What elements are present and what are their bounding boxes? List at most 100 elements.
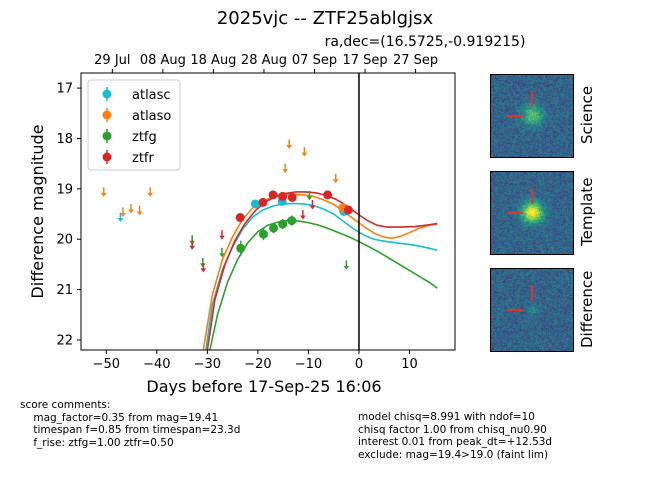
- top-tick-label: 29 Jul: [94, 53, 130, 68]
- detection-point: [258, 229, 268, 239]
- detection-ztfr: [235, 213, 245, 223]
- model-comments: model chisq=8.991 with ndof=10 chisq fac…: [358, 411, 553, 461]
- legend-label: atlaso: [132, 109, 171, 124]
- detection-point: [343, 205, 353, 215]
- detection-ztfg: [236, 240, 246, 256]
- top-tick-label: 17 Sep: [342, 53, 387, 68]
- top-tick-label: 18 Aug: [190, 53, 236, 68]
- detection-ztfg: [287, 215, 297, 226]
- legend-marker: [102, 131, 112, 141]
- detection-point: [250, 199, 260, 209]
- upper-limit-atlaso: [286, 139, 293, 150]
- upper-limit-head: [100, 192, 107, 197]
- upper-limit-ztfr: [219, 230, 225, 240]
- upper-limit-head: [306, 196, 313, 201]
- detection-ztfg: [258, 228, 268, 241]
- upper-limit-head: [200, 268, 207, 273]
- detection-point: [235, 213, 245, 223]
- cutout-label-difference: Difference: [578, 270, 596, 348]
- upper-limit-atlaso: [136, 205, 143, 216]
- upper-limit-head: [282, 169, 288, 174]
- detection-point: [323, 190, 333, 200]
- upper-limit-head: [117, 218, 124, 223]
- upper-limit-head: [286, 145, 293, 150]
- detection-point: [236, 243, 246, 253]
- x-tick-label: −50: [93, 357, 120, 372]
- detection-point: [269, 223, 279, 233]
- plot-marks: [100, 73, 438, 350]
- detection-ztfr: [268, 190, 278, 200]
- legend-marker: [102, 152, 112, 162]
- upper-limit-head: [309, 205, 316, 210]
- cutout-science: [490, 74, 574, 158]
- cutout-label-science: Science: [578, 85, 596, 144]
- legend-label: ztfg: [132, 130, 157, 145]
- upper-limit-head: [189, 245, 195, 250]
- y-tick-label: 18: [56, 132, 73, 147]
- upper-limit-ztfr: [300, 210, 306, 220]
- upper-limit-atlaso: [128, 203, 134, 214]
- y-tick-label: 20: [56, 233, 73, 248]
- x-tick-label: 0: [355, 357, 363, 372]
- top-tick-label: 28 Aug: [241, 53, 287, 68]
- upper-limit-ztfr: [189, 240, 195, 250]
- x-tick-label: −20: [244, 357, 271, 372]
- y-tick-label: 19: [56, 182, 73, 197]
- legend-entry-atlaso: atlaso: [102, 108, 171, 124]
- x-tick-label: −10: [295, 357, 322, 372]
- top-tick-label: 07 Sep: [292, 53, 337, 68]
- upper-limit-atlaso: [100, 187, 107, 197]
- legend-marker: [102, 89, 112, 99]
- legend-entry-ztfg: ztfg: [102, 129, 157, 145]
- detection-ztfr: [343, 205, 353, 215]
- top-tick-label: 08 Aug: [140, 53, 186, 68]
- model-curve-ztfg: [209, 219, 438, 350]
- upper-limit-head: [120, 213, 126, 217]
- detection-point: [278, 219, 288, 229]
- x-axis-label: Days before 17-Sep-25 16:06: [146, 377, 381, 396]
- detection-ztfg: [269, 223, 279, 234]
- chart-coordinates: ra,dec=(16.5725,-0.919215): [324, 34, 526, 50]
- upper-limit-atlaso: [147, 187, 154, 197]
- upper-limit-head: [136, 211, 143, 216]
- upper-limit-ztfr: [200, 262, 207, 273]
- legend-box: [87, 79, 181, 171]
- axes-frame: [80, 72, 456, 351]
- upper-limit-atlaso: [120, 207, 126, 217]
- upper-limit-head: [343, 265, 350, 270]
- legend-entry-ztfr: ztfr: [102, 150, 154, 166]
- upper-limit-atlaso: [282, 163, 288, 174]
- upper-limit-head: [300, 215, 306, 220]
- detection-point: [287, 216, 297, 226]
- chart-title: 2025vjc -- ZTF25ablgjsx: [216, 8, 434, 29]
- upper-limit-ztfg: [306, 190, 313, 201]
- upper-limit-head: [147, 192, 154, 197]
- cutout-image: [491, 75, 573, 157]
- detection-ztfg: [278, 219, 288, 230]
- y-tick-label: 22: [56, 333, 73, 348]
- upper-limit-head: [219, 253, 225, 258]
- upper-limit-head: [332, 179, 339, 184]
- score-comments: score comments: mag_factor=0.35 from mag…: [20, 399, 241, 449]
- detection-point: [268, 190, 278, 200]
- legend: atlasc atlaso ztfg ztfr: [87, 79, 181, 171]
- model-curve-ztfr: [206, 191, 438, 350]
- x-tick-label: −30: [194, 357, 221, 372]
- upper-limit-ztfg: [343, 260, 350, 270]
- detection-ztfr: [258, 197, 268, 207]
- cutout-difference: [490, 268, 574, 352]
- detection-atlasc: [250, 199, 260, 209]
- upper-limit-head: [301, 152, 308, 157]
- upper-limit-ztfg: [219, 247, 225, 258]
- detection-ztfr: [287, 192, 297, 202]
- upper-limit-head: [219, 235, 225, 240]
- upper-limit-atlaso: [332, 173, 339, 184]
- detection-point: [278, 191, 288, 201]
- y-tick-label: 21: [56, 283, 73, 298]
- top-tick-label: 27 Sep: [393, 53, 438, 68]
- cutout-template: [490, 171, 574, 255]
- x-tick-label: 10: [401, 357, 418, 372]
- y-tick-label: 17: [56, 82, 73, 97]
- x-tick-label: −40: [143, 357, 170, 372]
